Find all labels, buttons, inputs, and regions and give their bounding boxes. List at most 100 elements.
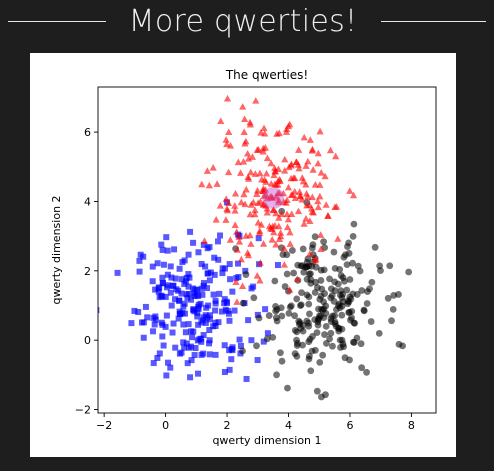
scatter-point-circle [305,338,313,346]
scatter-point-triangle [222,216,230,223]
scatter-point-circle [281,283,289,290]
scatter-point-circle [313,329,321,337]
y-tick-label: −2 [75,404,91,417]
scatter-point-triangle [252,97,260,104]
scatter-point-triangle [286,286,294,293]
scatter-point-triangle [240,190,248,198]
scatter-point-square [168,274,175,281]
scatter-point-circle [353,334,361,342]
scatter-point-triangle [274,198,283,206]
scatter-point-square [192,345,199,352]
scatter-point-triangle [334,235,342,242]
scatter-point-square [274,262,281,269]
scatter-point-circle [322,322,330,330]
axes-frame [97,86,437,414]
scatter-point-circle [368,278,376,286]
scatter-point-circle [346,276,354,283]
scatter-point-triangle [237,255,245,263]
scatter-point-triangle [231,207,239,214]
scatter-point-circle [386,262,394,270]
scatter-point-square [191,293,198,300]
scatter-point-square [159,280,166,287]
scatter-point-circle [278,357,286,365]
scatter-point-square [152,286,159,293]
scatter-point-triangle [302,215,310,222]
scatter-point-circle [405,268,413,276]
scatter-point-triangle [256,276,264,284]
scatter-point-triangle [261,129,269,137]
scatter-point-square [184,360,191,367]
scatter-point-circle [338,325,346,333]
scatter-point-triangle [257,221,265,228]
scatter-point-circle [318,305,325,313]
scatter-point-circle [375,329,383,337]
scatter-point-square [210,323,217,330]
scatter-point-circle [283,251,291,259]
scatter-point-triangle [299,177,307,185]
scatter-point-square [185,321,192,328]
scatter-point-circle [322,391,329,399]
scatter-point-triangle [349,191,358,199]
scatter-point-square [164,359,171,366]
scatter-point-triangle [288,210,296,217]
scatter-point-triangle [275,214,283,221]
scatter-point-triangle [240,128,248,135]
scatter-point-square [131,307,138,314]
scatter-point-square [196,336,203,343]
scatter-point-square [163,234,170,241]
scatter-point-triangle [223,94,232,102]
series-triangle-group [198,94,358,305]
scatter-point-triangle [286,240,294,247]
scatter-point-triangle [225,168,233,176]
slide-heading: More qwerties! [0,0,494,44]
slide-title: More qwerties! [128,4,358,39]
scatter-point-triangle [272,240,280,248]
figure-background [30,53,456,457]
scatter-point-triangle [251,206,259,214]
scatter-point-circle [277,304,285,312]
scatter-point-circle [363,300,371,307]
scatter-point-triangle [317,168,325,176]
scatter-point-triangle [212,216,220,223]
scatter-point-circle [291,312,298,320]
scatter-point-triangle [231,221,239,229]
scatter-point-circle [331,312,339,320]
scatter-point-square [167,364,174,371]
scatter-point-circle [336,291,344,299]
scatter-point-square [202,263,209,270]
scatter-point-triangle [288,191,297,198]
scatter-point-circle [330,297,338,305]
scatter-point-square [225,310,232,317]
scatter-point-triangle [239,103,247,110]
scatter-point-circle [294,261,302,269]
scatter-point-circle [300,268,308,276]
chart-title: The qwerties! [225,68,308,82]
scatter-point-circle [329,342,336,350]
heading-rule-right [381,21,486,22]
scatter-point-triangle [244,149,252,157]
scatter-point-circle [299,341,306,349]
scatter-point-circle [308,347,316,355]
scatter-point-circle [290,269,298,277]
scatter-point-triangle [346,187,354,194]
scatter-point-circle [269,334,277,341]
scatter-point-triangle [308,204,316,212]
scatter-point-triangle [284,215,292,223]
scatter-point-square [151,321,158,328]
scatter-point-square [155,285,162,292]
scatter-point-circle [273,317,281,325]
scatter-point-square [264,330,271,337]
scatter-point-square [185,251,192,258]
scatter-point-circle [321,331,328,338]
scatter-point-triangle [246,210,254,218]
scatter-point-triangle [271,167,279,175]
scatter-point-square [164,282,171,289]
scatter-point-triangle [284,183,293,191]
scatter-point-square [212,351,219,358]
scatter-point-circle [333,306,340,313]
scatter-point-square [184,294,191,301]
scatter-point-triangle [242,185,250,193]
scatter-point-square [181,257,188,264]
scatter-point-square [183,340,190,347]
scatter-point-triangle [316,127,324,135]
